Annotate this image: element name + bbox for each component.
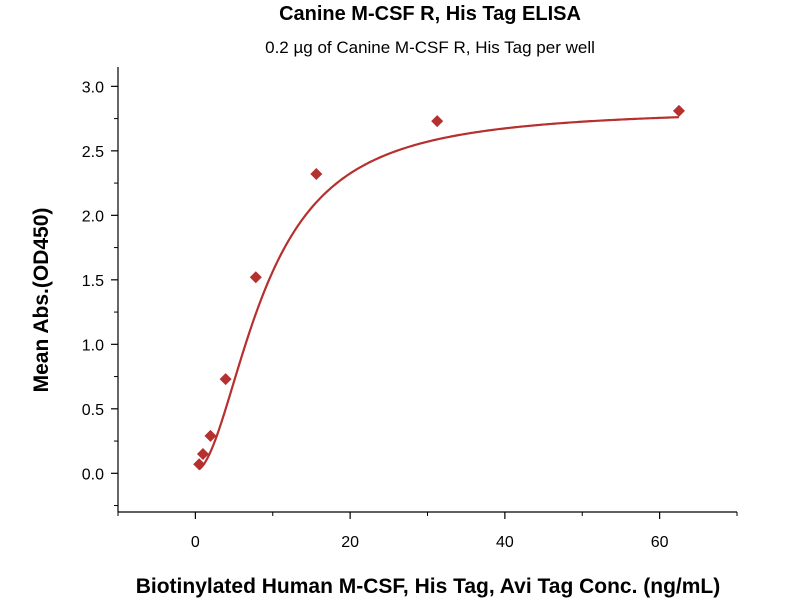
data-point (204, 429, 217, 442)
chart-title: Canine M-CSF R, His Tag ELISA (279, 3, 581, 25)
axes (117, 67, 737, 513)
y-tick-label: 1.0 (82, 337, 104, 354)
y-tick-label: 3.0 (82, 79, 104, 96)
x-tick-label: 40 (496, 534, 514, 551)
data-point (672, 104, 685, 117)
x-axis-label: Biotinylated Human M-CSF, His Tag, Avi T… (136, 575, 721, 598)
fit-curve-layer (198, 116, 680, 471)
y-axis-label: Mean Abs.(OD450) (30, 208, 53, 393)
data-point (249, 271, 262, 284)
x-tick-label: 0 (191, 534, 200, 551)
y-tick-label: 1.5 (82, 273, 104, 290)
y-tick-label: 2.5 (82, 144, 104, 161)
data-points (193, 104, 685, 471)
data-point (431, 115, 444, 128)
data-point (196, 447, 209, 460)
chart-subtitle: 0.2 µg of Canine M-CSF R, His Tag per we… (265, 38, 595, 57)
x-tick-label: 20 (341, 534, 359, 551)
y-tick-label: 2.0 (82, 208, 104, 225)
data-point (193, 458, 206, 471)
x-tick-label: 60 (651, 534, 669, 551)
fit-curve (198, 116, 680, 471)
y-axis-ticks: 0.0 0.5 1.0 1.5 2.0 2.5 3.0 (82, 79, 118, 507)
x-axis-ticks: 0 20 40 60 (117, 512, 738, 551)
y-tick-label: 0.0 (82, 466, 104, 483)
y-tick-label: 0.5 (82, 402, 104, 419)
data-point (310, 168, 323, 181)
data-point (219, 373, 232, 386)
